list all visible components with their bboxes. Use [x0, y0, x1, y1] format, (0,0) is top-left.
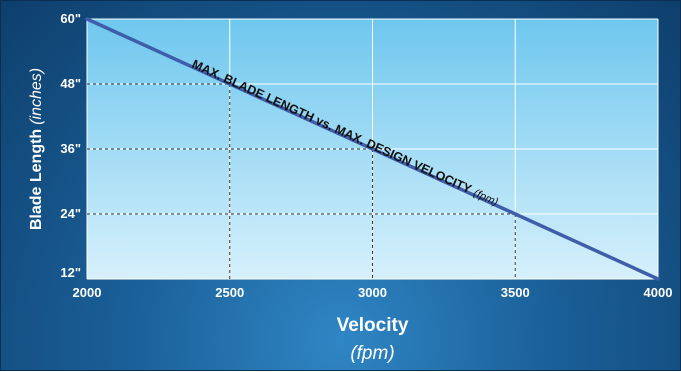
- y-axis-unit: (inches): [28, 68, 45, 125]
- y-tick-label: 12": [60, 265, 81, 280]
- y-tick-label: 60": [60, 11, 81, 26]
- x-tick-label: 4000: [644, 285, 673, 300]
- series-layer: [85, 17, 660, 281]
- y-axis: 12" 24" 36" 48" 60": [60, 11, 81, 280]
- y-tick-label: 36": [60, 141, 81, 156]
- y-axis-label: Blade Length (inches): [28, 68, 45, 230]
- x-tick-label: 2500: [215, 285, 244, 300]
- x-axis: 2000 2500 3000 3500 4000: [73, 285, 673, 300]
- x-tick-label: 3000: [358, 285, 387, 300]
- x-axis-unit: (fpm): [350, 343, 394, 364]
- y-tick-label: 48": [60, 76, 81, 91]
- x-tick-label: 2000: [73, 285, 102, 300]
- reference-guides: [87, 83, 516, 279]
- x-axis-label: Velocity: [337, 315, 409, 336]
- y-tick-label: 24": [60, 206, 81, 221]
- y-axis-title: Blade Length: [28, 129, 45, 230]
- series-line: [85, 17, 660, 281]
- x-tick-label: 3500: [501, 285, 530, 300]
